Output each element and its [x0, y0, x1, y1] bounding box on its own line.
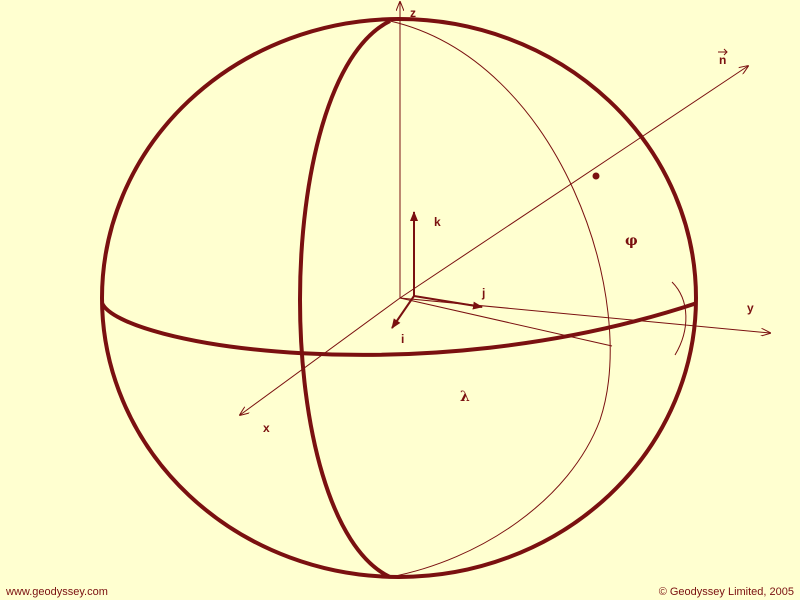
- normal-label-arrow: [718, 48, 728, 56]
- unit-j-label: j: [481, 286, 485, 300]
- y-axis-label: y: [747, 301, 754, 315]
- sphere-outline: [100, 17, 698, 579]
- longitude-label: λ: [460, 389, 470, 405]
- unit-vector-j: [413, 295, 483, 310]
- x-axis-label: x: [263, 421, 270, 435]
- point-meridian: [389, 20, 611, 578]
- unit-vector-i: [391, 295, 415, 329]
- unit-i-label: i: [401, 332, 404, 346]
- z-axis-label: z: [410, 6, 416, 20]
- longitude-line: [399, 297, 613, 347]
- normal-point: [592, 172, 600, 180]
- unit-k-label: k: [434, 215, 441, 229]
- website-footer: www.geodyssey.com: [6, 586, 108, 598]
- x-axis: [240, 297, 401, 415]
- copyright-footer: © Geodyssey Limited, 2005: [658, 586, 794, 598]
- normal-vector: [399, 66, 748, 299]
- normal-label: n: [719, 53, 726, 67]
- latitude-label: φ: [625, 233, 638, 249]
- angle-arc: [671, 281, 687, 356]
- prime-meridian: [298, 19, 391, 579]
